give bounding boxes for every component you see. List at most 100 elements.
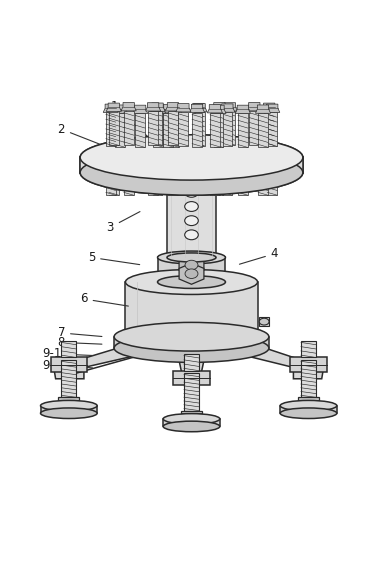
Polygon shape — [109, 112, 119, 146]
Polygon shape — [61, 341, 76, 358]
Text: 3: 3 — [106, 212, 140, 233]
Polygon shape — [264, 112, 274, 146]
Polygon shape — [121, 103, 136, 111]
Ellipse shape — [185, 216, 198, 226]
Polygon shape — [168, 111, 178, 145]
Text: 9-2: 9-2 — [42, 359, 92, 372]
Polygon shape — [290, 358, 327, 372]
Polygon shape — [301, 360, 316, 398]
Polygon shape — [223, 112, 232, 146]
Polygon shape — [258, 167, 268, 195]
Polygon shape — [151, 105, 165, 113]
Polygon shape — [214, 113, 223, 147]
Polygon shape — [258, 113, 268, 147]
Ellipse shape — [126, 324, 257, 349]
Polygon shape — [267, 167, 277, 195]
Polygon shape — [192, 104, 207, 112]
Polygon shape — [210, 167, 220, 195]
Polygon shape — [41, 406, 97, 413]
Polygon shape — [267, 112, 277, 147]
Polygon shape — [184, 354, 199, 371]
Polygon shape — [298, 398, 319, 404]
Polygon shape — [193, 112, 203, 146]
Ellipse shape — [185, 201, 198, 212]
Ellipse shape — [126, 270, 257, 294]
Text: 7: 7 — [57, 327, 102, 340]
Polygon shape — [153, 111, 162, 146]
Polygon shape — [148, 111, 158, 145]
Polygon shape — [238, 113, 248, 147]
Text: 9-1: 9-1 — [42, 347, 92, 360]
Ellipse shape — [80, 135, 303, 180]
Polygon shape — [238, 167, 248, 195]
Ellipse shape — [280, 400, 337, 411]
Ellipse shape — [41, 400, 97, 411]
Polygon shape — [177, 348, 206, 374]
Polygon shape — [191, 103, 206, 112]
Ellipse shape — [185, 187, 198, 197]
Ellipse shape — [157, 251, 226, 264]
Polygon shape — [113, 105, 128, 113]
Polygon shape — [255, 105, 270, 113]
Ellipse shape — [163, 413, 220, 424]
Polygon shape — [235, 105, 250, 113]
Polygon shape — [259, 317, 269, 326]
Polygon shape — [225, 111, 235, 145]
Ellipse shape — [114, 334, 269, 363]
Polygon shape — [178, 112, 188, 146]
Text: 1: 1 — [110, 100, 148, 136]
Polygon shape — [61, 360, 76, 398]
Polygon shape — [214, 167, 223, 195]
Polygon shape — [195, 112, 205, 146]
Polygon shape — [150, 103, 165, 111]
Polygon shape — [215, 348, 324, 379]
Polygon shape — [153, 113, 163, 147]
Polygon shape — [157, 258, 226, 282]
Ellipse shape — [80, 150, 303, 195]
Ellipse shape — [185, 173, 198, 183]
Polygon shape — [190, 104, 205, 113]
Polygon shape — [165, 103, 180, 111]
Polygon shape — [211, 105, 226, 113]
Polygon shape — [135, 113, 145, 147]
Polygon shape — [58, 398, 79, 404]
Polygon shape — [247, 103, 262, 111]
Polygon shape — [106, 112, 116, 147]
Text: 4: 4 — [239, 247, 278, 264]
Polygon shape — [133, 105, 148, 113]
Polygon shape — [210, 113, 220, 147]
Ellipse shape — [157, 276, 226, 288]
Polygon shape — [173, 371, 210, 385]
Polygon shape — [249, 111, 259, 145]
Text: 6: 6 — [80, 293, 128, 306]
Ellipse shape — [185, 269, 198, 279]
Polygon shape — [109, 167, 119, 195]
Polygon shape — [51, 358, 87, 372]
Polygon shape — [214, 111, 224, 145]
Ellipse shape — [167, 253, 216, 262]
Polygon shape — [124, 111, 134, 145]
Ellipse shape — [80, 150, 303, 195]
Polygon shape — [223, 103, 237, 111]
Polygon shape — [220, 104, 235, 112]
Polygon shape — [160, 104, 176, 113]
Polygon shape — [169, 113, 179, 147]
Text: 2: 2 — [57, 122, 102, 145]
Polygon shape — [163, 113, 173, 147]
Ellipse shape — [280, 408, 337, 418]
Ellipse shape — [114, 323, 269, 351]
Polygon shape — [223, 167, 232, 195]
Polygon shape — [126, 282, 257, 337]
Polygon shape — [80, 157, 303, 173]
Polygon shape — [179, 263, 204, 284]
Ellipse shape — [163, 421, 220, 431]
Polygon shape — [168, 167, 178, 195]
Polygon shape — [262, 103, 277, 112]
Ellipse shape — [80, 135, 303, 180]
Ellipse shape — [185, 260, 198, 270]
Polygon shape — [207, 104, 223, 113]
Polygon shape — [167, 173, 216, 258]
Polygon shape — [148, 167, 158, 195]
Polygon shape — [115, 113, 125, 147]
Polygon shape — [178, 167, 188, 195]
